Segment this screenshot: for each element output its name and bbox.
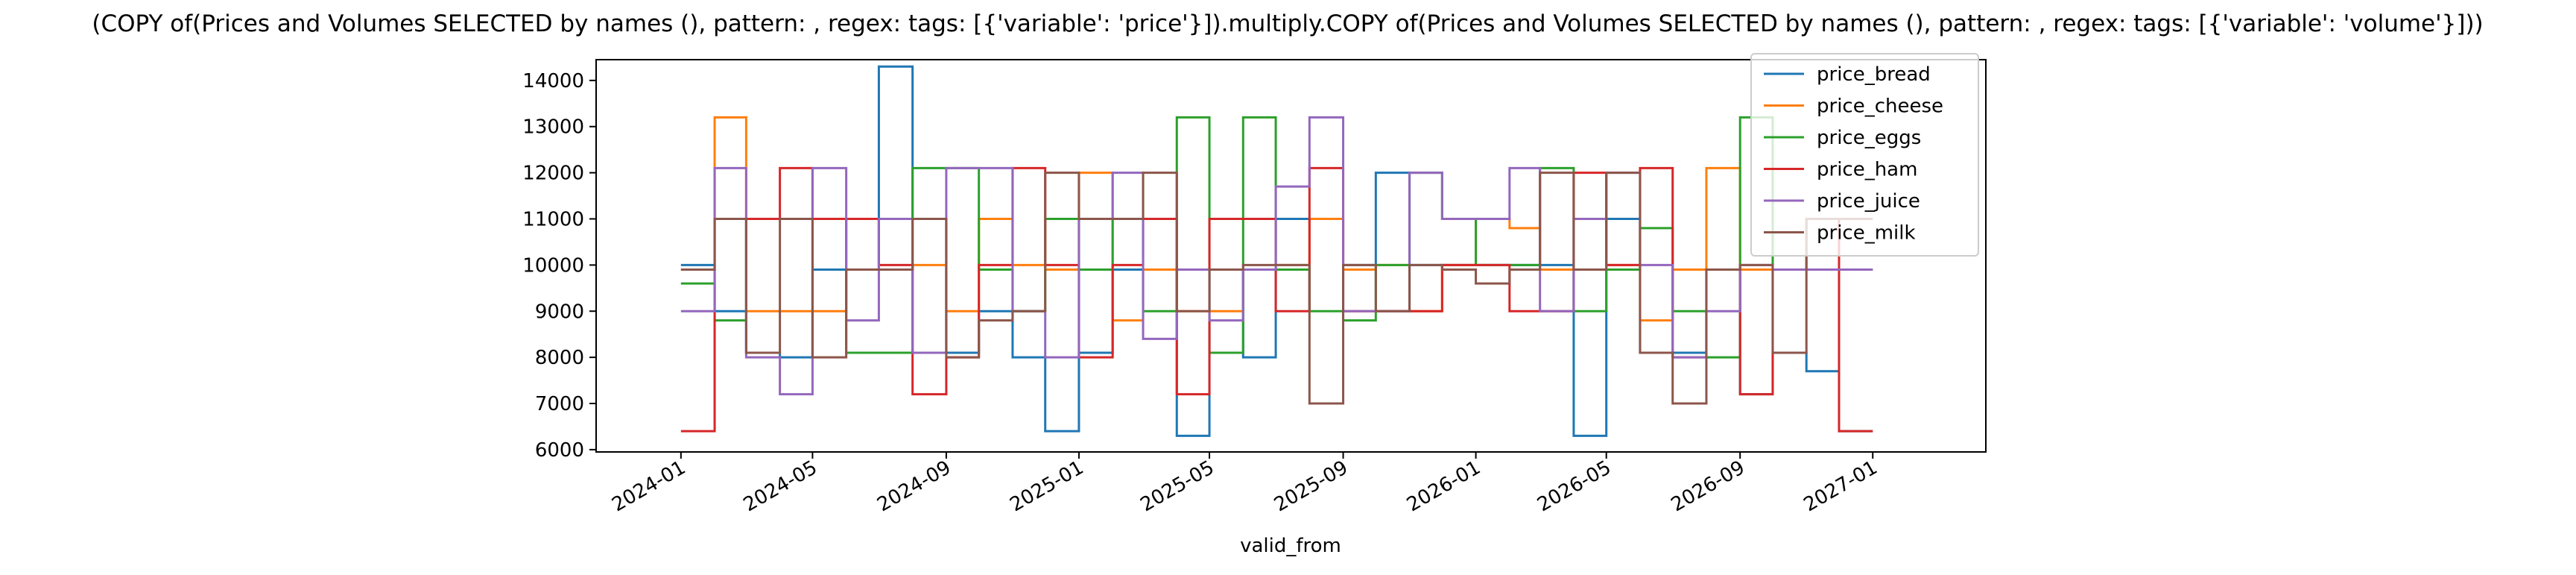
series-line-price-milk bbox=[680, 172, 1873, 405]
chart-title: (COPY of(Prices and Volumes SELECTED by … bbox=[92, 10, 2483, 37]
legend-box bbox=[1750, 53, 1979, 257]
y-tick-label: 12000 bbox=[522, 163, 584, 185]
y-tick-label: 14000 bbox=[522, 70, 584, 92]
x-tick-label: 2024-01 bbox=[608, 456, 689, 516]
legend-label-price-ham: price_ham bbox=[1817, 159, 1917, 181]
x-tick-label: 2024-09 bbox=[873, 456, 955, 516]
plot-area-frame bbox=[595, 59, 1987, 453]
x-tick-label: 2027-01 bbox=[1800, 456, 1882, 516]
y-tick-label: 7000 bbox=[535, 393, 584, 415]
legend: price_bread price_cheese price_eggs price_h… bbox=[1750, 53, 1979, 257]
x-tick-label: 2026-05 bbox=[1534, 456, 1615, 516]
y-tick-label: 8000 bbox=[535, 347, 584, 369]
y-tick-label: 11000 bbox=[522, 208, 584, 230]
x-tick-label: 2024-05 bbox=[740, 456, 821, 516]
legend-label-price-juice: price_juice bbox=[1817, 190, 1920, 213]
legend-label-price-cheese: price_cheese bbox=[1817, 95, 1943, 118]
legend-label-price-milk: price_milk bbox=[1817, 222, 1916, 245]
x-axis-label: valid_from bbox=[1240, 535, 1341, 557]
x-tick-label: 2025-09 bbox=[1270, 456, 1352, 516]
series-layer bbox=[680, 65, 1873, 437]
x-tick-label: 2025-05 bbox=[1136, 456, 1218, 516]
y-tick-label: 13000 bbox=[522, 116, 584, 139]
y-tick-label: 6000 bbox=[535, 439, 584, 462]
x-tick-label: 2025-01 bbox=[1006, 456, 1087, 516]
y-axis: 6000 7000 8000 9000 10000 11000 12000 13000 1400… bbox=[522, 70, 596, 462]
x-tick-label: 2026-09 bbox=[1668, 456, 1749, 516]
x-tick-label: 2026-01 bbox=[1403, 456, 1484, 516]
legend-label-price-eggs: price_eggs bbox=[1817, 127, 1921, 149]
y-tick-label: 10000 bbox=[522, 254, 584, 277]
y-tick-label: 9000 bbox=[535, 301, 584, 323]
x-axis: 2024-01 2024-05 2024-09 2025-01 2025-05 2025-… bbox=[608, 452, 1882, 516]
legend-label-price-bread: price_bread bbox=[1817, 63, 1931, 86]
